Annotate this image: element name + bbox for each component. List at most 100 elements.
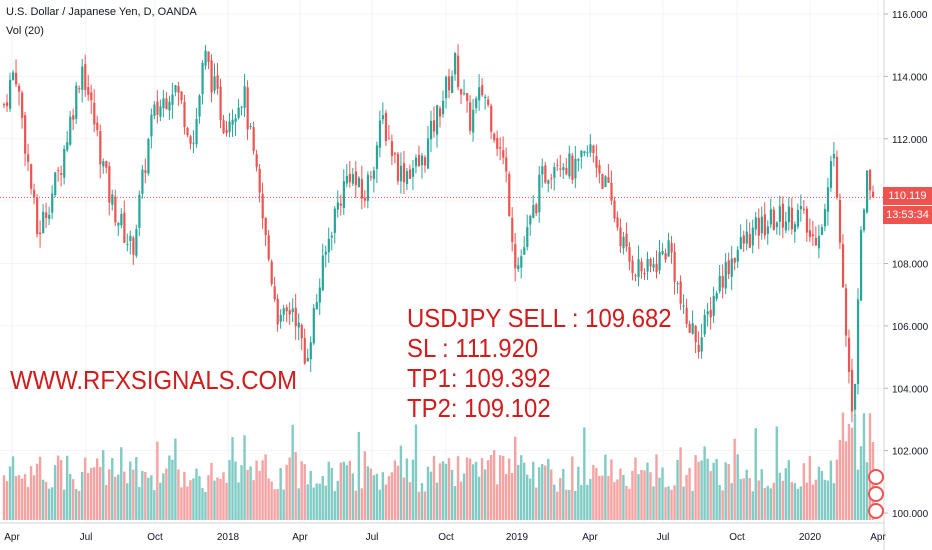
volume-indicator-label[interactable]: Vol (20) — [6, 25, 44, 37]
event-icon[interactable] — [868, 486, 884, 502]
candle-body — [655, 263, 658, 273]
volume-bar — [480, 458, 484, 520]
candle-body — [544, 165, 547, 183]
candle-body — [141, 169, 144, 194]
candle-body — [396, 153, 400, 182]
volume-bar — [628, 488, 631, 520]
volume-bar — [504, 473, 508, 520]
volume-bar — [613, 482, 616, 520]
volume-bar — [607, 476, 610, 520]
volume-bar — [387, 476, 391, 520]
candle-body — [502, 150, 505, 158]
signal-line-sl: SL : 111.920 — [407, 333, 539, 363]
volume-bar — [405, 458, 409, 520]
candle-body — [48, 214, 51, 219]
volume-bar — [453, 486, 457, 520]
volume-bar — [682, 486, 685, 520]
candle-body — [697, 344, 700, 352]
price-tick-label: 100.000 — [892, 509, 929, 520]
candle-body — [297, 322, 300, 328]
candle-body — [556, 164, 559, 166]
candle-body — [147, 139, 150, 174]
candle-body — [429, 120, 433, 140]
volume-bar — [522, 462, 526, 520]
candle-body — [724, 262, 727, 289]
volume-bar — [586, 484, 589, 520]
volume-bar — [426, 466, 430, 520]
volume-bar — [553, 484, 556, 520]
volume-bar — [580, 485, 583, 520]
grid-lines — [0, 0, 884, 523]
volume-bar — [189, 480, 192, 520]
candle-body — [378, 120, 382, 148]
volume-bar — [769, 488, 772, 520]
volume-bar — [174, 438, 177, 520]
volume-bar — [270, 481, 273, 520]
volume-bar — [856, 469, 860, 520]
candle-body — [153, 104, 156, 116]
volume-bar — [135, 457, 138, 520]
volume-bar — [243, 435, 246, 520]
candle-body — [234, 118, 237, 122]
candle-body — [805, 208, 809, 233]
candle-body — [348, 174, 351, 183]
candle-body — [3, 104, 6, 106]
volume-bar — [117, 474, 120, 520]
candle-body — [393, 153, 397, 155]
candle-body — [57, 169, 60, 171]
time-tick-label: 2018 — [217, 532, 240, 543]
volume-bar — [790, 482, 794, 520]
candle-body — [219, 86, 222, 120]
volume-bar — [198, 476, 201, 520]
volume-bar — [153, 490, 156, 520]
candle-body — [435, 105, 439, 135]
volume-bar — [838, 440, 842, 520]
volume-bar — [366, 466, 370, 520]
candle-body — [339, 203, 342, 206]
volume-bar — [93, 467, 96, 520]
volume-bar — [138, 486, 141, 520]
volume-bar — [222, 472, 225, 520]
volume-bar — [47, 488, 51, 520]
volume-bar — [168, 455, 171, 520]
volume-bar — [676, 460, 679, 520]
signal-line-tp2: TP2: 109.102 — [407, 393, 551, 423]
candle-body — [616, 217, 619, 228]
candle-body — [628, 247, 631, 262]
volume-bar — [691, 490, 694, 520]
volume-bar — [246, 469, 249, 520]
candle-body — [264, 217, 267, 236]
event-icon[interactable] — [868, 469, 884, 485]
candle-body — [90, 92, 93, 101]
candle-body — [799, 206, 803, 210]
candle-body — [78, 88, 81, 90]
volume-bar — [595, 468, 598, 520]
candle-body — [159, 106, 162, 117]
candle-body — [853, 383, 857, 410]
volume-bar — [408, 482, 412, 520]
candle-body — [823, 209, 827, 227]
candle-body — [63, 149, 66, 178]
volume-bar — [471, 464, 475, 520]
candle-body — [165, 98, 168, 110]
candle-body — [865, 170, 869, 213]
candle-body — [700, 337, 703, 352]
volume-bar — [799, 486, 803, 520]
event-icon[interactable] — [868, 503, 884, 519]
candle-body — [829, 161, 833, 188]
candle-body — [718, 275, 721, 292]
candle-body — [748, 234, 751, 248]
volume-bar — [814, 479, 818, 520]
volume-bar — [844, 441, 848, 520]
event-icons[interactable] — [868, 469, 884, 519]
candle-body — [366, 174, 370, 201]
volume-bar — [315, 483, 318, 520]
candle-body — [448, 76, 451, 91]
time-axis[interactable]: Apr Jul Oct 2018 Apr Jul Oct 2019 Apr Jul Oct 2020 A… — [0, 522, 886, 543]
volume-bar — [83, 457, 87, 520]
candle-body — [769, 209, 772, 225]
candle-body — [6, 102, 9, 107]
watermark-text: WWW.RFXSIGNALS.COM — [10, 365, 298, 395]
price-axis[interactable]: 116.000114.000112.000110.000108.000106.0… — [883, 0, 929, 550]
